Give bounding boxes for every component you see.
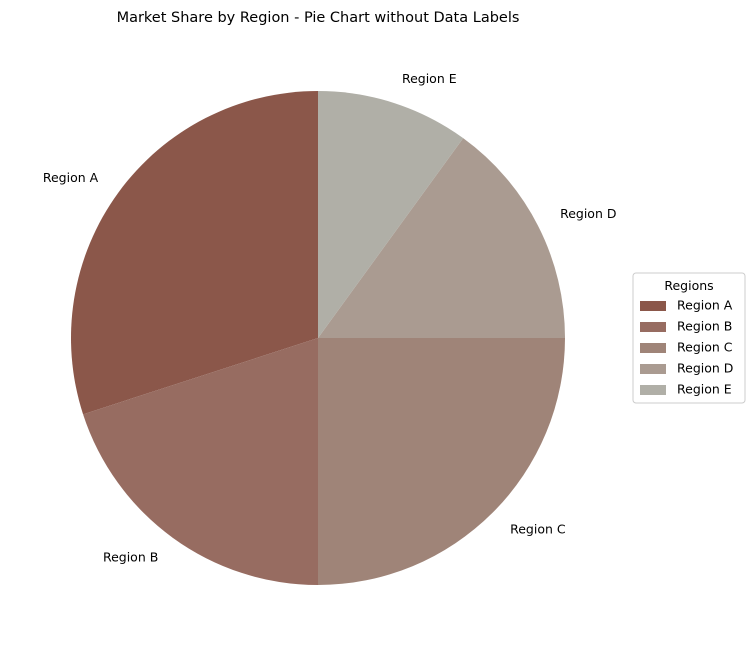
pie-slice-region-d: [318, 138, 565, 338]
slice-label: Region B: [103, 549, 158, 564]
pie-slice-region-a: [70, 91, 318, 415]
legend-swatch: [640, 364, 666, 374]
pie-slice-region-e: [318, 91, 464, 338]
slice-label: Region A: [43, 170, 99, 185]
legend-entry-label: Region E: [677, 382, 732, 397]
pie-slice-region-b: [83, 338, 318, 585]
legend-entry-label: Region B: [677, 319, 732, 334]
legend-swatch: [640, 301, 666, 311]
slice-label: Region D: [560, 206, 616, 221]
chart-title: Market Share by Region - Pie Chart witho…: [117, 10, 520, 26]
legend-entry-label: Region D: [677, 361, 733, 376]
legend: Regions Region A Region B Region C Region D…: [632, 272, 746, 404]
legend-title: Regions: [664, 278, 713, 293]
legend-entry-label: Region A: [677, 298, 733, 313]
slice-label: Region C: [510, 522, 566, 537]
legend-swatch: [640, 322, 666, 332]
legend-swatch: [640, 385, 666, 395]
legend-swatch: [640, 343, 666, 353]
slice-label: Region E: [402, 71, 457, 86]
pie-slice-labels: Region A Region B Region C Region D Region E: [43, 71, 617, 564]
pie-slice-region-c: [318, 338, 565, 585]
legend-entry-label: Region C: [677, 340, 733, 355]
pie-slices: [70, 91, 565, 585]
